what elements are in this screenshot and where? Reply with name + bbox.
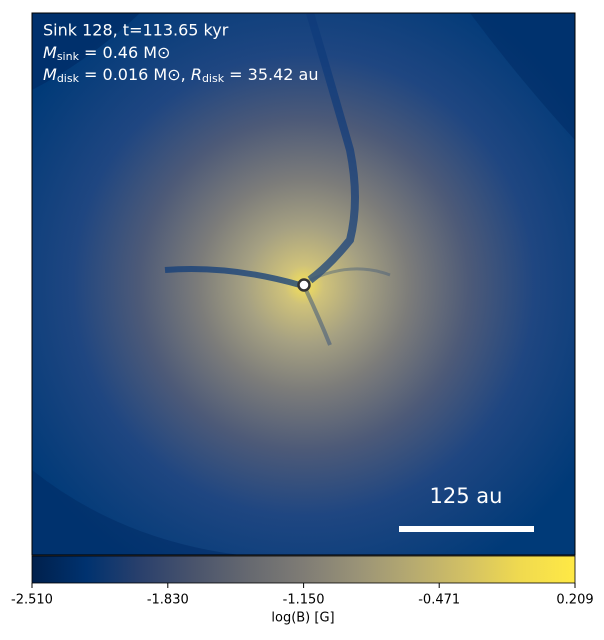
subscript: disk <box>202 72 225 85</box>
colorbar <box>31 555 576 584</box>
scale-bar <box>399 526 534 532</box>
sink-marker <box>297 278 311 292</box>
colorbar-tick-label: -0.471 <box>418 593 460 608</box>
symbol: R <box>191 65 202 84</box>
text: = 0.46 M⊙ <box>79 43 171 62</box>
colorbar-tick-label: 0.209 <box>556 593 593 608</box>
mass-sink-label: Msink = 0.46 M⊙ <box>43 43 170 64</box>
text: = 0.016 M⊙, <box>79 65 191 84</box>
symbol: M <box>43 43 57 62</box>
sink-label: Sink 128, t=113.65 kyr <box>43 21 229 40</box>
colorbar-tick-label: -2.510 <box>11 593 53 608</box>
colorbar-label: log(B) [G] <box>271 611 334 626</box>
subscript: sink <box>57 50 80 63</box>
scale-bar-label: 125 au <box>430 484 503 508</box>
subscript: disk <box>57 72 80 85</box>
colorbar-tick-label: -1.150 <box>283 593 325 608</box>
symbol: M <box>43 65 57 84</box>
text: = 35.42 au <box>224 65 318 84</box>
mass-disk-label: Mdisk = 0.016 M⊙, Rdisk = 35.42 au <box>43 65 319 86</box>
colorbar-tick-label: -1.830 <box>147 593 189 608</box>
panel-frame <box>31 12 576 556</box>
